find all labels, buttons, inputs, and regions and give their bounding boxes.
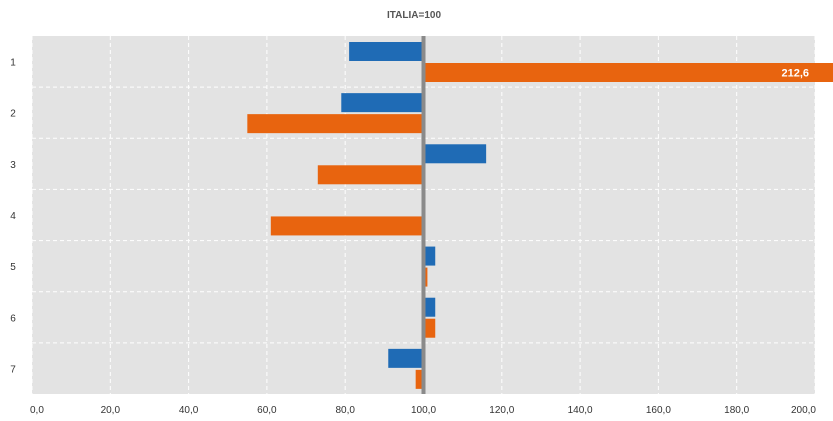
x-tick-label: 180,0 — [724, 405, 749, 416]
bar-s1-cat5 — [423, 246, 436, 266]
category-label: 2 — [10, 109, 16, 120]
category-label: 5 — [10, 262, 16, 273]
grid-lines — [31, 36, 816, 394]
bar-s1-cat6 — [423, 297, 436, 317]
bar-s2-cat1 — [423, 63, 833, 82]
bars-group — [247, 36, 833, 394]
data-label: 212,6 — [781, 68, 809, 80]
bar-s2-cat7 — [415, 369, 424, 389]
x-tick-label: 60,0 — [257, 405, 277, 416]
bar-s2-cat3 — [317, 165, 424, 185]
bar-s2-cat4 — [270, 216, 424, 236]
x-tick-label: 20,0 — [101, 405, 121, 416]
x-tick-label: 140,0 — [568, 405, 593, 416]
x-tick-label: 80,0 — [335, 405, 355, 416]
bar-s1-cat7 — [388, 348, 424, 368]
x-tick-label: 40,0 — [179, 405, 199, 416]
category-label: 3 — [10, 160, 16, 171]
category-label: 7 — [10, 364, 16, 375]
data-labels: 212,6 — [781, 68, 809, 80]
x-tick-label: 100,0 — [411, 405, 436, 416]
x-tick-label: 0,0 — [30, 405, 44, 416]
bar-s1-cat1 — [349, 42, 424, 61]
x-axis-ticks: 0,0 20,0 40,0 60,0 80,0 100,0 120,0 140,0 160,0 1… — [30, 405, 816, 416]
category-label: 1 — [10, 58, 16, 69]
x-tick-label: 160,0 — [646, 405, 671, 416]
x-tick-label: 200,0 — [791, 405, 816, 416]
bar-s1-cat2 — [341, 93, 424, 113]
category-label: 6 — [10, 313, 16, 324]
bar-s1-cat3 — [423, 144, 487, 164]
category-label: 4 — [10, 211, 16, 222]
bar-s2-cat2 — [247, 114, 424, 134]
x-tick-label: 120,0 — [489, 405, 514, 416]
category-labels: 1 2 3 4 5 6 7 — [10, 58, 16, 376]
bar-s2-cat6 — [423, 318, 436, 338]
chart-title: ITALIA=100 — [387, 10, 441, 21]
